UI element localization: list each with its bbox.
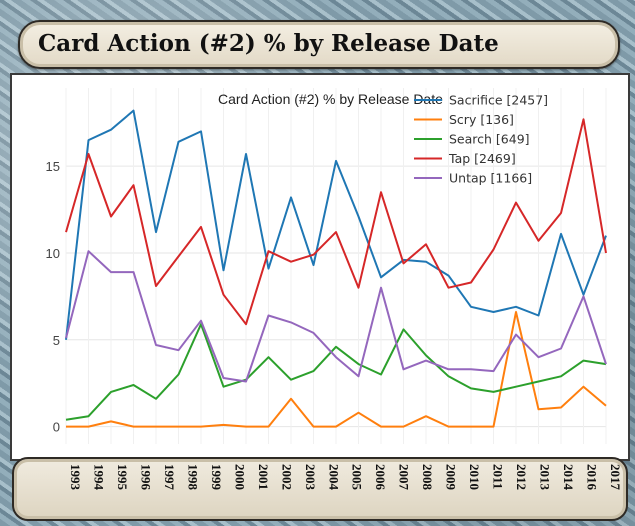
page-title: Card Action (#2) % by Release Date (38, 30, 499, 57)
x-tick-label: 1995 (115, 464, 130, 491)
x-tick-label: 2014 (561, 464, 576, 491)
plot-area-background (10, 73, 630, 461)
x-tick-label: 2006 (373, 464, 388, 491)
legend-label-search: Search [649] (449, 132, 530, 147)
series-line-search (65, 323, 607, 421)
x-tick-label: 1996 (138, 464, 153, 491)
y-tick-label: 0 (53, 420, 60, 435)
x-tick-label: 2017 (608, 464, 623, 491)
series-line-untap (65, 250, 607, 383)
x-tick-label: 2004 (326, 464, 341, 491)
series-line-sacrifice (65, 109, 607, 340)
x-tick-label: 2009 (444, 464, 459, 491)
y-tick-label: 15 (46, 159, 60, 174)
series-line-tap (65, 118, 607, 326)
legend-label-tap: Tap [2469] (448, 151, 516, 166)
x-tick-label: 2013 (538, 464, 553, 491)
x-tick-label: 2000 (232, 464, 247, 490)
x-tick-label: 2005 (350, 464, 365, 491)
x-tick-label: 2003 (303, 464, 318, 491)
x-tick-label: 2001 (256, 464, 271, 490)
x-tick-label: 1994 (91, 464, 106, 491)
legend-label-sacrifice: Sacrifice [2457] (449, 93, 548, 108)
x-tick-label: 2002 (279, 464, 294, 490)
x-tick-label: 1997 (162, 464, 177, 491)
x-tick-label: 2008 (420, 464, 435, 491)
series-line-scry (66, 311, 607, 428)
y-tick-label: 10 (46, 246, 60, 261)
legend-label-scry: Scry [136] (449, 112, 514, 127)
x-tick-label: 1999 (209, 464, 224, 491)
x-tick-label: 1993 (68, 464, 83, 491)
title-banner: Card Action (#2) % by Release Date (18, 20, 620, 69)
x-tick-label: 2007 (397, 464, 412, 491)
x-tick-label: 2010 (467, 464, 482, 490)
x-tick-label: 2011 (491, 464, 506, 489)
x-tick-label: 1998 (185, 464, 200, 491)
x-tick-label: 2012 (514, 464, 529, 490)
y-tick-label: 5 (53, 333, 60, 348)
x-axis-banner (12, 457, 628, 521)
x-tick-label: 2016 (585, 464, 600, 491)
chart-title: Card Action (#2) % by Release Date (218, 91, 443, 107)
legend-label-untap: Untap [1166] (449, 171, 532, 186)
